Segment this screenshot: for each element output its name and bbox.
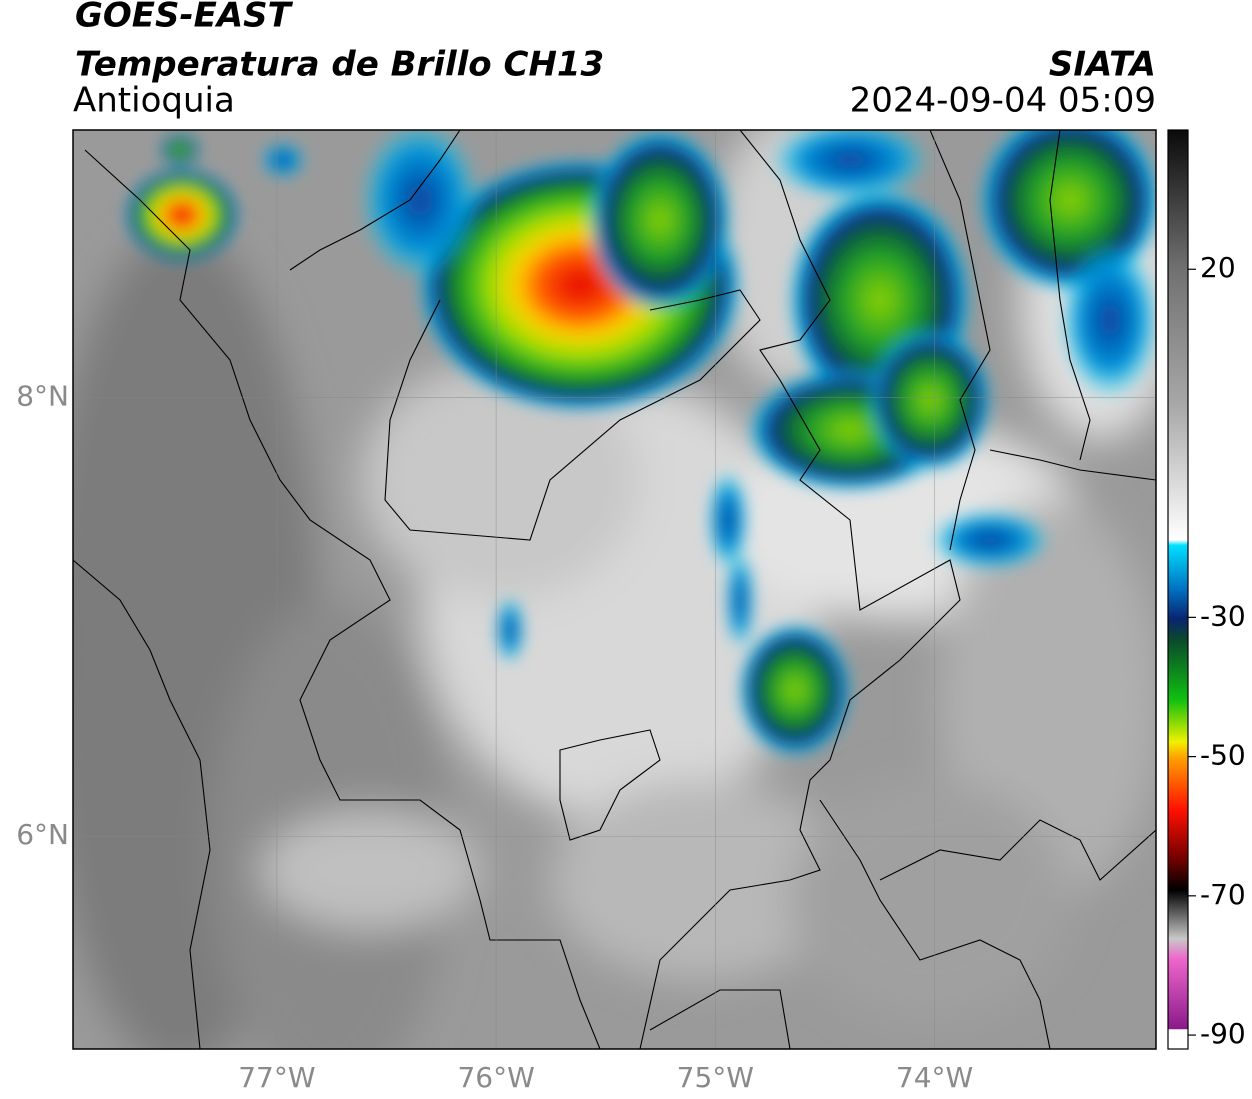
colorbar-tick-label: 20	[1200, 251, 1236, 284]
colorbar	[1167, 129, 1189, 1050]
colorbar-tick-label: -70	[1200, 878, 1246, 911]
colorbar-tick-label: -50	[1200, 739, 1246, 772]
colorbar-tick-label: -90	[1200, 1017, 1246, 1050]
region: Antioquia	[73, 81, 235, 121]
grid	[73, 130, 1156, 1049]
y-tick-label: 6°N	[16, 818, 69, 851]
map-frame	[72, 129, 1157, 1050]
x-tick-label: 77°W	[238, 1061, 315, 1094]
source: SIATA	[1049, 45, 1156, 85]
datetime: 2024-09-04 05:09	[850, 81, 1156, 121]
x-tick-label: 74°W	[896, 1061, 973, 1094]
title: GOES-EAST	[75, 0, 294, 36]
y-tick-label: 8°N	[16, 380, 69, 413]
x-tick-label: 76°W	[457, 1061, 534, 1094]
subtitle: Temperatura de Brillo CH13	[75, 45, 604, 85]
x-tick-label: 75°W	[677, 1061, 754, 1094]
satellite-image	[73, 130, 1156, 1049]
borders	[73, 130, 1156, 1049]
colorbar-tick-label: -30	[1200, 599, 1246, 632]
